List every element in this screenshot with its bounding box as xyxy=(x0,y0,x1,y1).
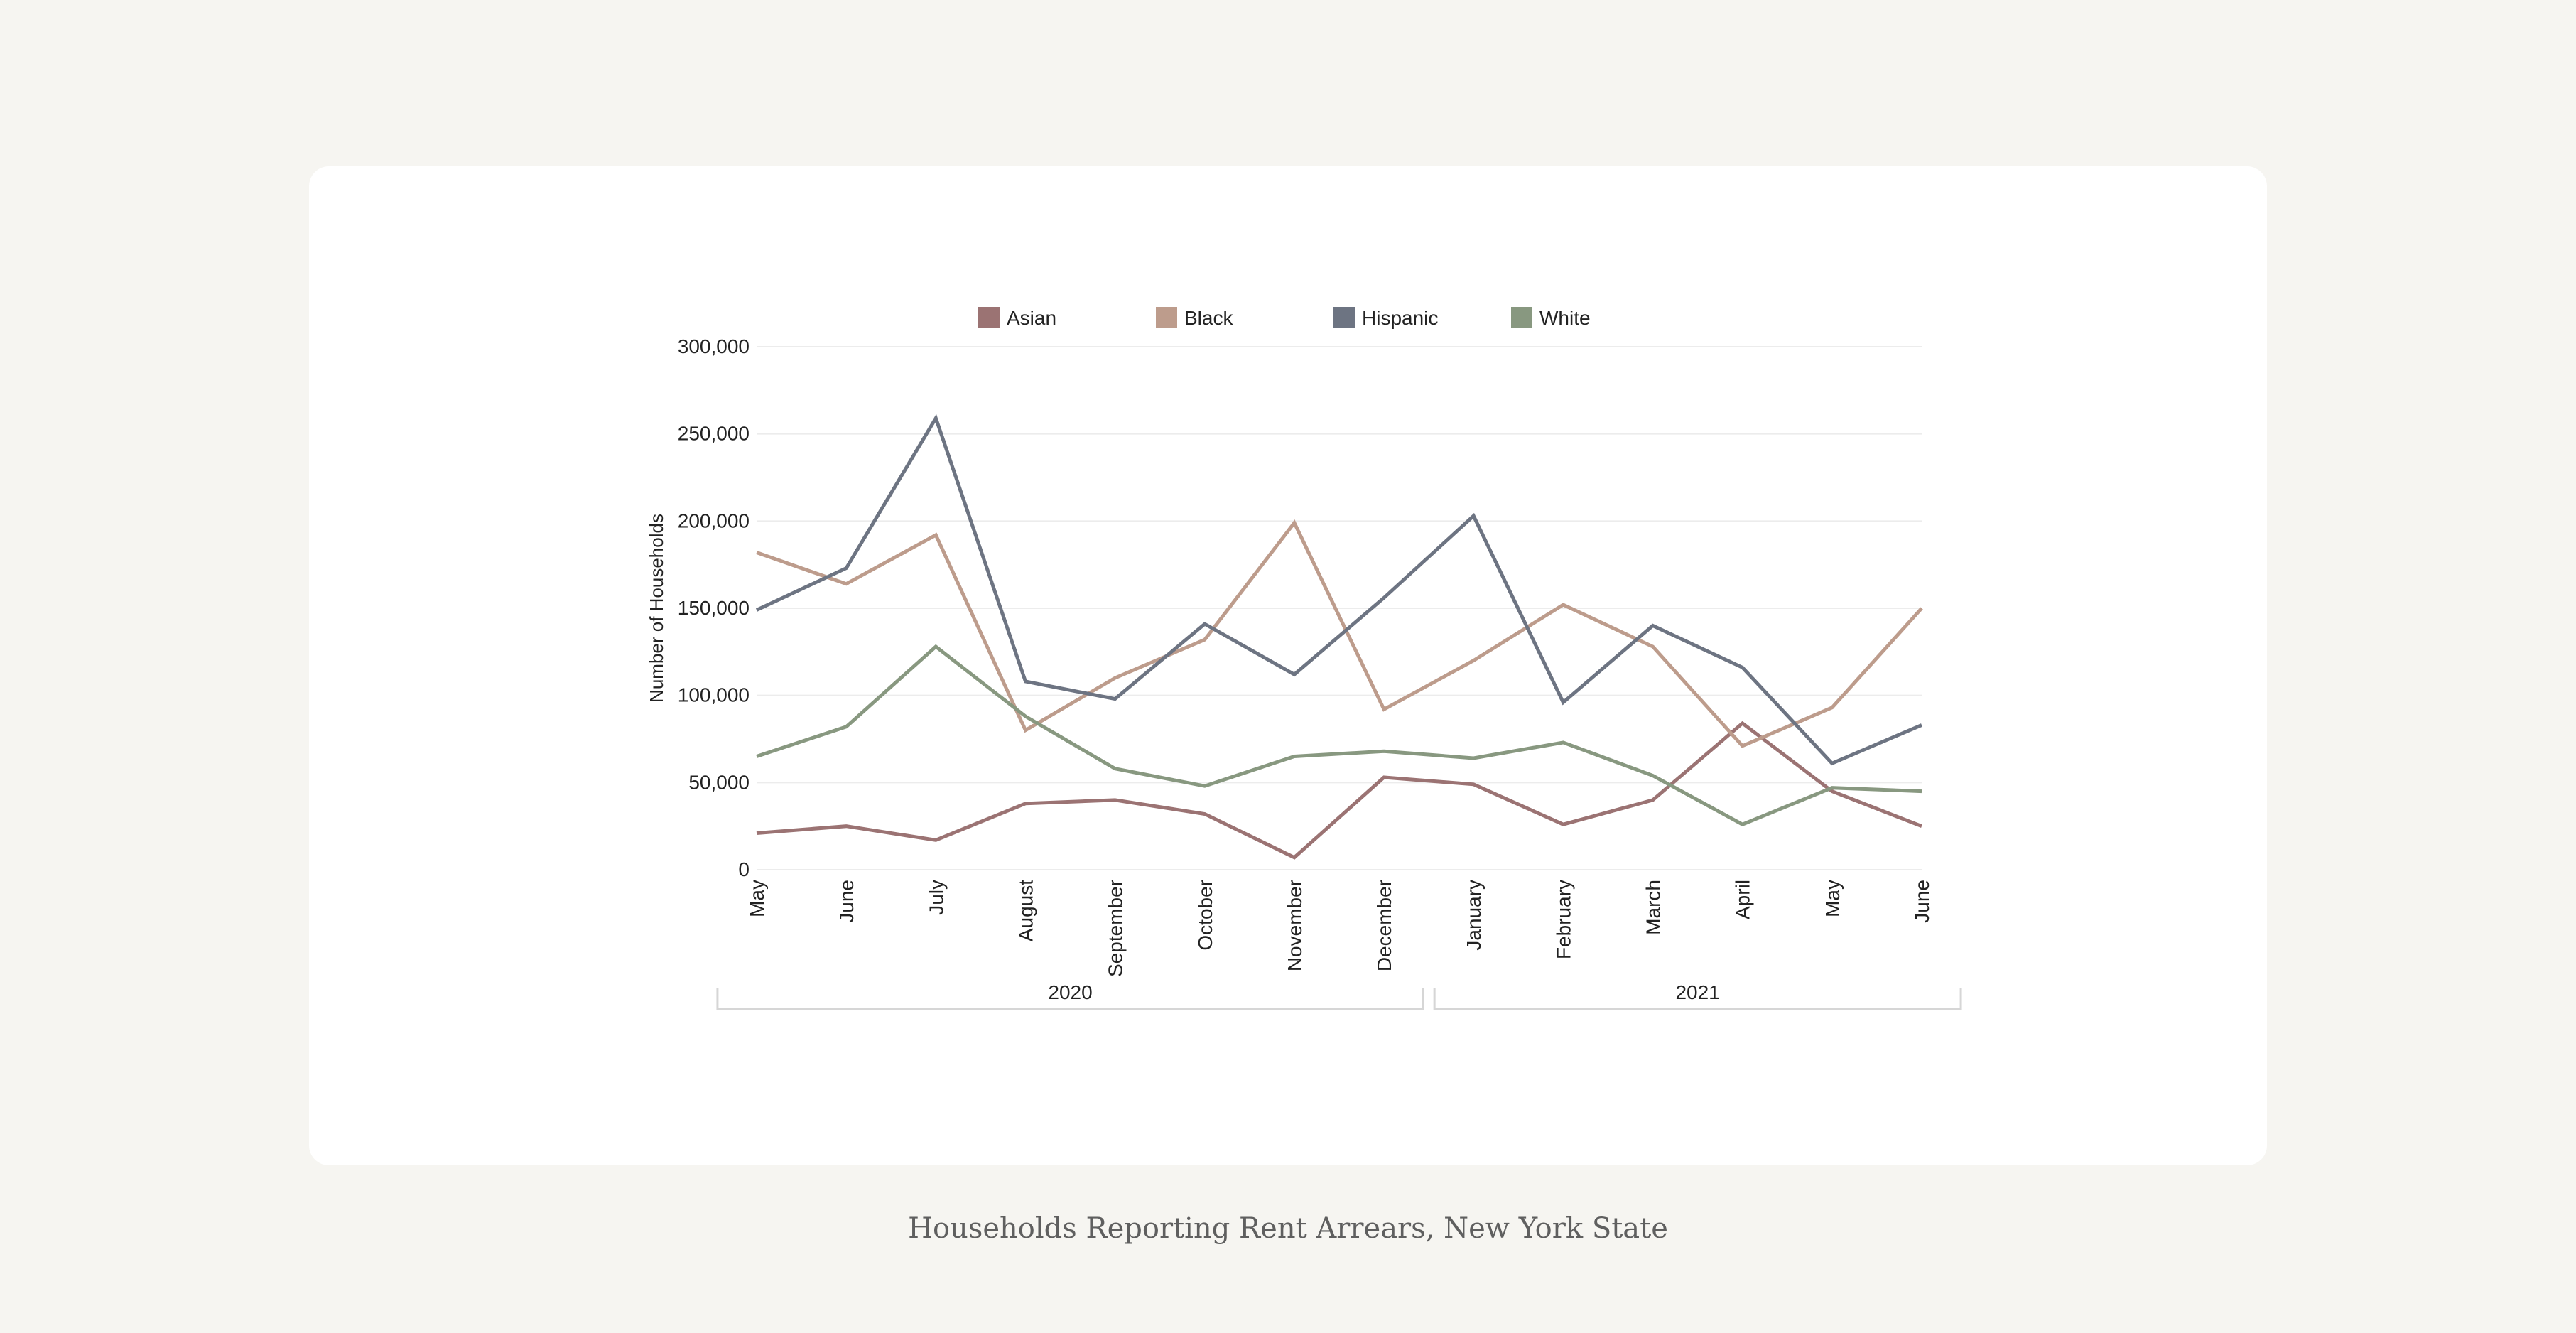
legend-swatch-black xyxy=(1156,307,1177,328)
series-line-hispanic xyxy=(755,414,1922,766)
x-tick-label: March xyxy=(1643,880,1665,935)
y-tick-label: 200,000 xyxy=(678,509,749,531)
legend-label-hispanic: Hispanic xyxy=(1362,307,1438,329)
legend: Asian Black Hispanic White xyxy=(978,307,1591,329)
x-tick-label: December xyxy=(1373,880,1395,971)
series-line-black xyxy=(756,519,1923,748)
year-groups: 2020 2021 xyxy=(716,981,1962,1010)
series-line-asian xyxy=(756,721,1922,860)
line-chart: Asian Black Hispanic White 0 50,000 100,000 15… xyxy=(646,307,1962,1010)
x-tick-label: August xyxy=(1014,880,1037,941)
gridlines xyxy=(757,346,1922,870)
x-tick-label: June xyxy=(835,880,857,923)
x-tick-label: November xyxy=(1284,880,1306,971)
x-tick-label: May xyxy=(1822,880,1844,917)
series-lines xyxy=(755,414,1923,860)
x-tick-label: May xyxy=(746,880,768,917)
y-tick-label: 0 xyxy=(738,858,749,880)
x-axis: May June July August September October Novembe… xyxy=(746,880,1933,977)
legend-swatch-hispanic xyxy=(1333,307,1355,328)
year-bracket xyxy=(1433,988,1962,1010)
x-tick-label: October xyxy=(1194,880,1216,951)
legend-label-black: Black xyxy=(1184,307,1233,329)
chart-caption: Households Reporting Rent Arrears, New Y… xyxy=(908,1212,1668,1245)
y-tick-label: 300,000 xyxy=(678,335,749,357)
x-tick-label: September xyxy=(1105,880,1127,977)
x-tick-label: January xyxy=(1463,880,1485,951)
year-label: 2021 xyxy=(1675,981,1719,1003)
legend-label-asian: Asian xyxy=(1007,307,1056,329)
y-tick-label: 150,000 xyxy=(678,597,749,619)
x-tick-label: July xyxy=(925,880,947,915)
chart-card: Asian Black Hispanic White 0 50,000 100,000 15… xyxy=(309,166,2267,1165)
y-axis: 0 50,000 100,000 150,000 200,000 250,000 300,0… xyxy=(678,335,749,880)
legend-label-white: White xyxy=(1539,307,1591,329)
legend-swatch-white xyxy=(1511,307,1532,328)
x-tick-label: June xyxy=(1911,880,1933,923)
y-axis-label: Number of Households xyxy=(646,514,667,703)
legend-swatch-asian xyxy=(978,307,1000,328)
y-tick-label: 100,000 xyxy=(678,684,749,706)
y-tick-label: 250,000 xyxy=(678,423,749,445)
x-tick-label: April xyxy=(1732,880,1754,919)
series-line-white xyxy=(756,644,1922,826)
y-tick-label: 50,000 xyxy=(688,771,749,793)
x-tick-label: February xyxy=(1552,880,1574,959)
year-bracket xyxy=(716,988,1424,1010)
year-label: 2020 xyxy=(1048,981,1092,1003)
